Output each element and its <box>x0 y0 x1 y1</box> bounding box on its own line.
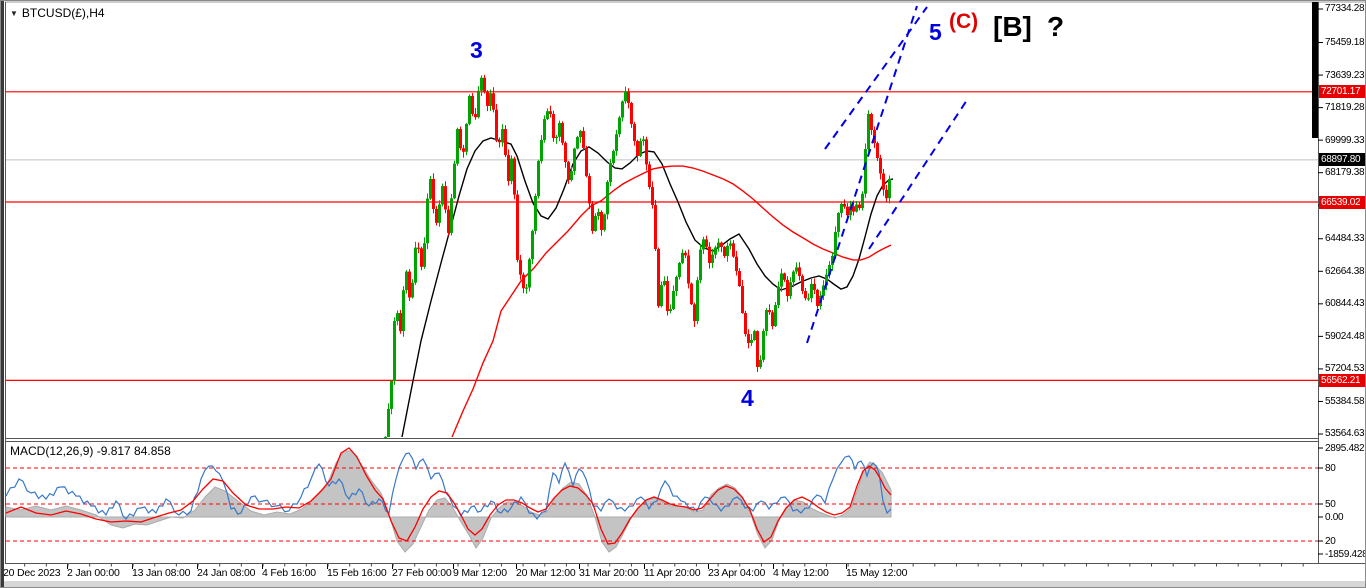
wave-label-[interactable]: ? <box>1047 11 1065 42</box>
price-tick-label: 75459.18 <box>1325 37 1365 49</box>
macd-signal-line <box>5 447 892 545</box>
time-tick-label: 13 Jan 08:00 <box>132 567 191 579</box>
price-tick-label: 59024.48 <box>1325 330 1365 342</box>
time-tick-label: 31 Mar 20:00 <box>579 567 639 579</box>
wave-label-4[interactable]: 4 <box>741 385 754 411</box>
price-tick-label: 60844.43 <box>1325 298 1365 310</box>
price-tick-label: 68179.38 <box>1325 167 1365 179</box>
indicator-tick-label: 2895.482 <box>1325 442 1365 454</box>
symbol-title: ▼ BTCUSD(£),H4 <box>10 6 105 20</box>
price-tick-label: 73639.23 <box>1325 69 1365 81</box>
time-tick-label: 9 Mar 12:00 <box>453 567 507 579</box>
time-tick-label: 15 Feb 16:00 <box>327 567 387 579</box>
ma-fast-line <box>401 137 894 438</box>
macd-indicator-label: MACD(12,26,9) -9.817 84.858 <box>10 444 171 458</box>
wave-label-C[interactable]: (C) <box>949 10 979 33</box>
time-tick-label: 24 Jan 08:00 <box>197 567 256 579</box>
macd-histogram-area <box>5 450 892 553</box>
time-tick-label: 20 Mar 12:00 <box>516 567 576 579</box>
time-tick-label: 11 Apr 20:00 <box>644 567 701 579</box>
indicator-tick-label: 50 <box>1325 498 1336 510</box>
price-tick-label: 77334.28 <box>1325 3 1365 15</box>
indicator-tick-label: 0.00 <box>1325 511 1344 523</box>
price-tick-label: 57204.53 <box>1325 363 1365 375</box>
time-tick-label: 27 Feb 00:00 <box>392 567 452 579</box>
time-tick-label: 23 Apr 04:00 <box>708 567 766 579</box>
price-tag-level[interactable]: 56562.21 <box>1319 373 1365 387</box>
macd-fast-line <box>5 452 892 521</box>
time-tick-label: 2 Jan 00:00 <box>67 567 120 579</box>
indicator-tick-label: -1859.428 <box>1325 548 1366 560</box>
window-bottom-edge <box>1 581 1365 587</box>
time-tick-label: 20 Dec 2023 <box>3 567 61 579</box>
triangle-down-icon[interactable]: ▼ <box>10 9 18 18</box>
indicator-tick-label: 20 <box>1325 535 1336 547</box>
ma-slow-line <box>451 165 892 438</box>
trendline-1[interactable] <box>824 6 928 150</box>
indicator-tick-label: 80 <box>1325 462 1336 474</box>
price-tag-current: 68897.80 <box>1319 153 1365 167</box>
price-tick-label: 55384.58 <box>1325 395 1365 407</box>
time-tick-label: 15 May 12:00 <box>846 567 908 579</box>
wave-label-3[interactable]: 3 <box>470 37 483 63</box>
symbol-title-text: BTCUSD(£),H4 <box>21 6 105 20</box>
time-tick-label: 4 May 12:00 <box>773 567 829 579</box>
wave-label-B[interactable]: [B] <box>993 11 1032 42</box>
time-tick-label: 4 Feb 16:00 <box>262 567 316 579</box>
price-tick-label: 62664.38 <box>1325 265 1365 277</box>
price-tag-level[interactable]: 72701.17 <box>1319 85 1365 99</box>
price-tick-label: 71819.28 <box>1325 102 1365 114</box>
trendline-0[interactable] <box>806 5 918 344</box>
window-left-edge <box>1 1 4 587</box>
wave-label-5[interactable]: 5 <box>929 19 942 45</box>
candles <box>384 74 891 439</box>
price-tick-label: 64484.33 <box>1325 233 1365 245</box>
price-tag-level[interactable]: 66539.02 <box>1319 195 1365 209</box>
price-tick-label: 69999.33 <box>1325 134 1365 146</box>
trendline-2[interactable] <box>868 99 968 250</box>
price-tick-label: 53564.63 <box>1325 428 1365 440</box>
right-edge-black-bar <box>1312 2 1318 138</box>
